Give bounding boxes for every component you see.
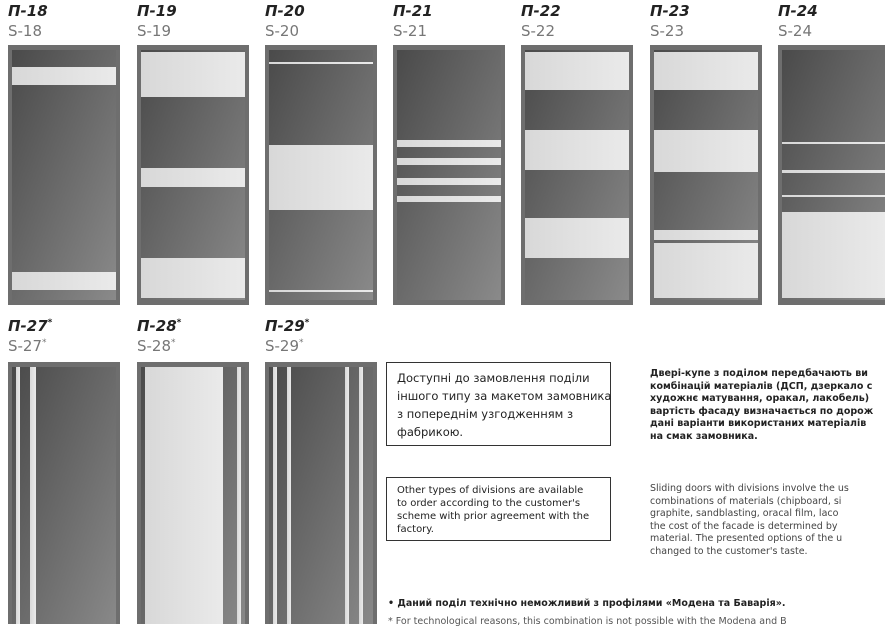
door-stripe xyxy=(141,258,245,298)
door-stripe xyxy=(782,170,885,173)
door-code: S-24 xyxy=(778,22,813,40)
text-line: Other types of divisions are available xyxy=(397,485,584,496)
door-code: S-28* xyxy=(137,337,176,355)
door-label: П-23 xyxy=(650,2,690,20)
text-line: іншого типу за макетом замовника xyxy=(397,389,612,403)
text-line: на смак замовника. xyxy=(650,430,758,442)
text-line: the cost of the facade is determined by xyxy=(650,520,838,532)
door-stripe xyxy=(16,367,20,624)
text-line: з попереднім узгодженням з xyxy=(397,407,574,421)
door-stripe xyxy=(525,52,629,90)
door-label: П-20 xyxy=(265,2,305,20)
door-stripe xyxy=(782,212,885,298)
text-line: дані варіанти використаних матеріалів xyxy=(650,418,867,429)
door-code: S-22 xyxy=(521,22,556,40)
door-label: П-24 xyxy=(778,2,818,20)
text-line: фабрикою. xyxy=(397,425,464,439)
text-line: вартість фасаду визначається по дорож xyxy=(650,405,874,417)
text-line: combinations of materials (chipboard, si xyxy=(650,495,842,507)
note-ua: • Даний поділ технічно неможливий з проф… xyxy=(388,598,786,609)
desc-ua: Двері-купе з поділом передбачають ви комб… xyxy=(650,368,873,443)
door-stripe xyxy=(397,158,501,165)
door-stripe xyxy=(654,230,758,240)
box-en: Other types of divisions are available to… xyxy=(386,477,611,541)
door-stripe xyxy=(145,367,223,624)
door-stripe xyxy=(345,367,349,624)
door-stripe xyxy=(525,218,629,258)
text-line: graphite, sandblasting, oracal film, lac… xyxy=(650,508,839,519)
door-panel xyxy=(12,50,116,300)
door-stripe xyxy=(359,367,363,624)
door-label: П-29* xyxy=(265,317,310,335)
door-code: S-21 xyxy=(393,22,428,40)
door-stripe xyxy=(525,130,629,170)
note-en: * For technological reasons, this combin… xyxy=(388,616,787,627)
door-stripe xyxy=(654,243,758,298)
door-label: П-22 xyxy=(521,2,561,20)
text-line: scheme with prior agreement with the xyxy=(397,511,590,522)
door-stripe xyxy=(397,178,501,185)
door-stripe xyxy=(397,140,501,147)
door-stripe xyxy=(269,62,373,64)
door-stripe xyxy=(782,142,885,144)
door-panel xyxy=(269,367,373,624)
door-code: S-20 xyxy=(265,22,300,40)
door-code: S-29* xyxy=(265,337,304,355)
text-line: changed to the customer's taste. xyxy=(650,545,808,557)
door-label: П-18 xyxy=(8,2,48,20)
text-line: Доступні до замовлення поділи xyxy=(397,371,590,385)
door-code: S-19 xyxy=(137,22,172,40)
door-stripe xyxy=(273,367,277,624)
door-stripe xyxy=(12,272,116,290)
door-stripe xyxy=(654,52,758,90)
door-label: П-21 xyxy=(393,2,433,20)
door-label: П-28* xyxy=(137,317,182,335)
door-code: S-18 xyxy=(8,22,43,40)
text-line: Sliding doors with divisions involve the… xyxy=(650,483,849,494)
door-stripe xyxy=(287,367,291,624)
door-stripe xyxy=(782,195,885,197)
door-panel xyxy=(525,50,629,300)
door-code: S-27* xyxy=(8,337,47,355)
door-stripe xyxy=(654,130,758,172)
door-panel xyxy=(397,50,501,300)
door-stripe xyxy=(397,196,501,202)
door-stripe xyxy=(141,168,245,187)
door-label: П-27* xyxy=(8,317,53,335)
door-stripe xyxy=(237,367,241,624)
door-stripe xyxy=(12,67,116,85)
text-line: factory. xyxy=(397,524,434,535)
text-line: to order according to the customer's xyxy=(397,498,581,509)
text-line: material. The presented options of the u xyxy=(650,533,843,544)
text-line: комбінацій матеріалів (ДСП, дзеркало с xyxy=(650,380,873,392)
door-stripe xyxy=(269,290,373,292)
box-ua: Доступні до замовлення поділи іншого типу… xyxy=(386,362,611,446)
door-stripe xyxy=(269,145,373,210)
text-line: художнє матування, оракал, лакобель) xyxy=(650,393,870,404)
door-stripe xyxy=(141,52,245,97)
door-label: П-19 xyxy=(137,2,177,20)
text-line: Двері-купе з поділом передбачають ви xyxy=(650,368,868,379)
door-code: S-23 xyxy=(650,22,685,40)
door-panel xyxy=(12,367,116,624)
door-stripe xyxy=(30,367,36,624)
desc-en: Sliding doors with divisions involve the… xyxy=(650,483,849,558)
